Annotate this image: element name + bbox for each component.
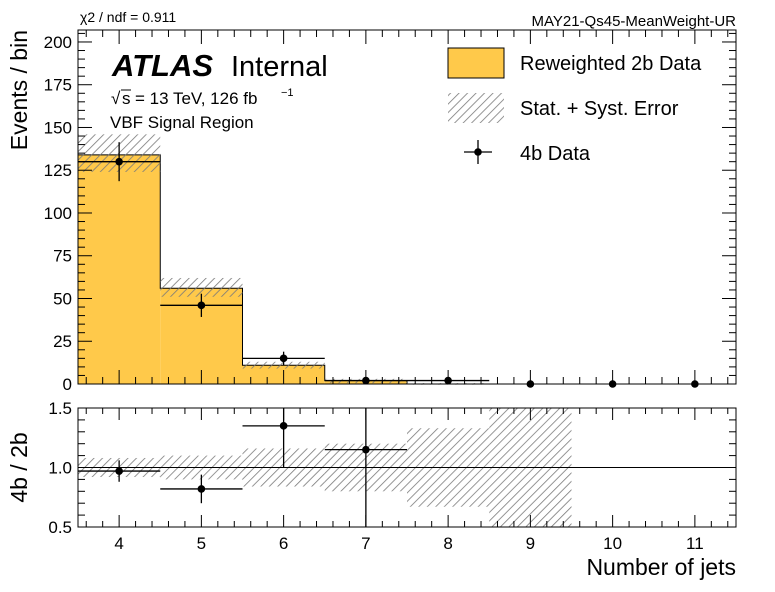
region-label: VBF Signal Region (110, 113, 254, 132)
x-tick-label: 5 (197, 534, 206, 553)
x-tick-label: 11 (686, 534, 704, 553)
ratio-point (197, 485, 206, 493)
data-point (279, 354, 288, 363)
energy-sup: −1 (281, 87, 294, 99)
chi2-label: χ2 / ndf = 0.911 (80, 9, 176, 25)
y-tick-label: 0 (63, 375, 72, 394)
error-band (242, 361, 325, 369)
y-tick-label: 175 (44, 76, 72, 95)
main-frame (77, 29, 737, 385)
y-axis-label: Events / bin (6, 30, 32, 150)
ratio-point (362, 445, 370, 454)
ratio-y-tick-label: 1.0 (48, 459, 72, 478)
y-tick-label: 25 (53, 332, 72, 351)
ratio-y-tick-label: 0.5 (48, 518, 72, 537)
sqrt-symbol: √ (111, 89, 121, 108)
legend-reweighted-swatch (447, 47, 505, 79)
ratio-y-tick-label: 1.5 (48, 399, 72, 418)
legend-error-swatch (448, 93, 504, 123)
energy-label: √ s = 13 TeV, 126 fb −1 (111, 87, 294, 108)
y-tick-label: 200 (44, 33, 72, 52)
y-tick-label: 125 (44, 161, 72, 180)
energy-text: = 13 TeV, 126 fb (135, 89, 257, 108)
sqrt-s-text: s (122, 89, 131, 108)
ratio-point (279, 422, 288, 430)
legend: Reweighted 2b Data Stat. + Syst. Error 4… (447, 47, 702, 165)
y-tick-label: 100 (44, 204, 72, 223)
legend-reweighted-label: Reweighted 2b Data (520, 53, 702, 75)
internal-label: Internal (231, 51, 328, 83)
legend-error-label: Stat. + Syst. Error (520, 98, 679, 120)
data-point (115, 157, 123, 166)
selection-tag: MAY21-Qs45-MeanWeight-UR (531, 13, 736, 30)
x-axis-label: Number of jets (586, 554, 736, 580)
x-tick-label: 6 (279, 534, 288, 553)
main-panel: 0 25 50 75 100 125 150 175 200 Events / bin (6, 29, 737, 394)
ratio-point (115, 467, 123, 475)
x-tick-label: 9 (526, 534, 535, 553)
data-point (197, 301, 206, 310)
legend-data-label: 4b Data (520, 143, 591, 165)
y-tick-label: 75 (53, 247, 72, 266)
x-tick-label: 10 (603, 534, 622, 553)
histogram-bar (78, 154, 161, 384)
x-tick-label: 8 (443, 534, 452, 553)
ratio-y-axis-label: 4b / 2b (6, 432, 32, 502)
legend-data-marker (474, 148, 482, 156)
y-tick-label: 150 (44, 118, 72, 137)
x-tick-label: 7 (361, 534, 370, 553)
y-tick-label: 50 (53, 289, 72, 308)
atlas-label: ATLAS (111, 48, 213, 83)
x-tick-label: 4 (114, 534, 123, 553)
error-band (160, 277, 243, 297)
